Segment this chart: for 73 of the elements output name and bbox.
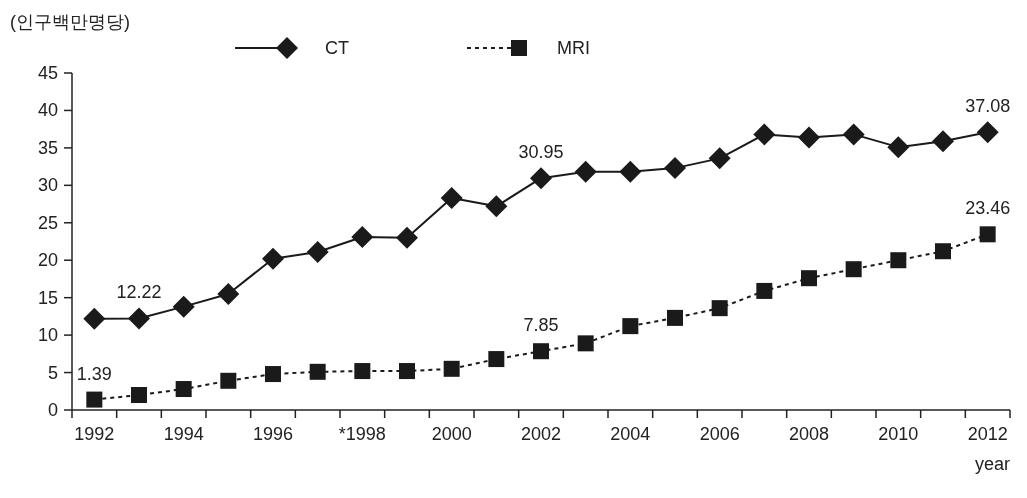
point [756,282,773,299]
point [262,247,284,270]
y-tick-label: 45 [37,63,58,83]
point [801,270,817,287]
point [306,240,329,263]
point [175,381,192,398]
x-tick-label: 2010 [878,424,919,444]
point [976,121,999,144]
x-tick-label: 1996 [252,424,294,444]
data-label: 7.85 [523,315,559,336]
point [619,160,642,183]
point [890,252,907,269]
point [220,372,237,389]
point [887,136,910,159]
y-tick-label: 25 [37,212,58,233]
point [979,226,996,243]
point [935,243,951,260]
point [711,300,728,317]
point [485,195,508,218]
y-axis-title: (인구백만명당) [10,12,130,32]
y-tick-label: 20 [37,250,58,271]
x-tick-label: 2006 [699,424,740,444]
point [845,261,862,278]
point [842,123,865,146]
point [708,147,731,170]
legend-label: CT [325,38,349,58]
data-label: 12.22 [116,282,162,303]
x-tick-label: 2012 [967,424,1008,444]
y-tick-label: 15 [37,287,58,308]
point [128,307,150,330]
point [396,226,418,249]
point [574,160,597,183]
data-label: 23.46 [965,198,1011,219]
point [351,226,374,249]
y-tick-label: 35 [37,137,58,158]
point [530,167,552,190]
x-tick-label: 2008 [788,424,830,444]
point [667,309,683,326]
point [753,123,776,146]
x-tick-label: 1992 [74,424,115,444]
point [83,307,106,330]
data-label: 37.08 [965,96,1011,117]
point [443,360,460,377]
point [488,351,505,368]
point [172,295,195,318]
point [440,187,463,210]
point [265,366,281,383]
y-tick-label: 40 [37,100,58,121]
data-label: 30.95 [518,142,564,163]
data-label: 1.39 [76,363,112,384]
point [622,318,639,335]
x-tick-label: 1994 [163,424,204,444]
point [309,363,326,380]
y-tick-label: 5 [47,362,58,383]
y-tick-label: 10 [37,325,58,346]
point [86,391,103,408]
x-axis-title: year [974,454,1011,474]
legend-label: MRI [557,38,590,58]
y-tick-label: 0 [47,400,58,420]
point [131,387,147,404]
point [664,157,686,180]
point [217,282,240,305]
point [798,126,820,149]
x-tick-label: 2002 [520,424,562,444]
point [533,343,549,360]
point [354,363,371,380]
point [932,130,954,153]
point [399,363,415,380]
x-tick-label: 2000 [431,424,472,444]
y-tick-label: 30 [37,175,58,196]
x-tick-label: *1998 [338,424,386,444]
point [577,335,594,352]
x-tick-label: 2004 [610,424,651,444]
